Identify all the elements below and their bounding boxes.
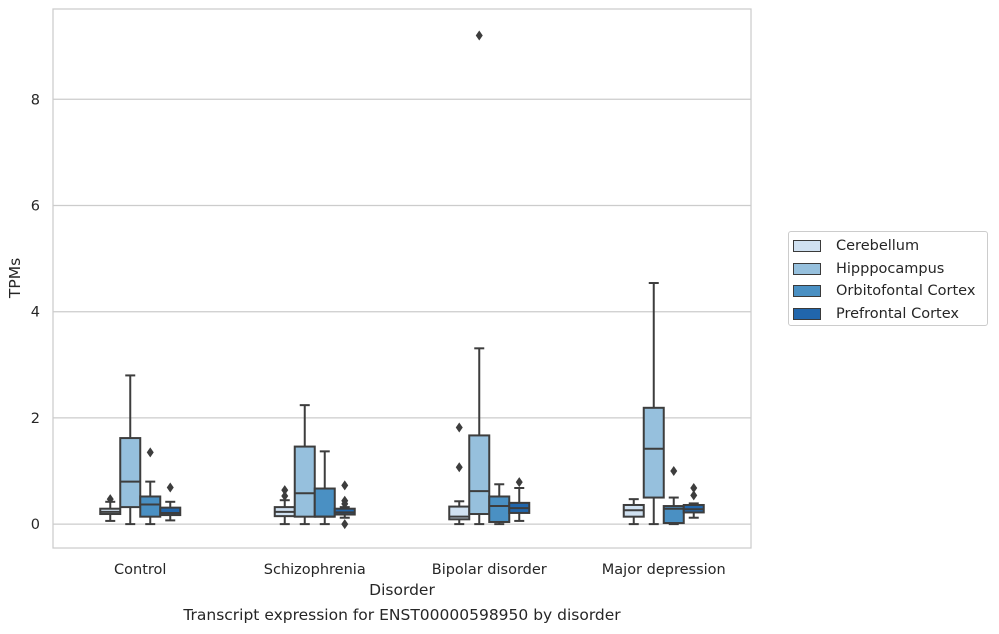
- legend-label-prefrontal: Prefrontal Cortex: [836, 305, 959, 322]
- y-tick-label: 6: [31, 198, 40, 214]
- box-body: [139, 495, 162, 518]
- outlier-point: [341, 519, 349, 530]
- box-body: [662, 505, 685, 525]
- legend-label-orbitofrontal: Orbitofontal Cortex: [836, 283, 976, 300]
- box-2-3: [508, 477, 531, 522]
- chart-caption: Transcript expression for ENST0000059895…: [183, 606, 621, 624]
- outlier-point: [341, 480, 349, 491]
- box-body: [119, 437, 142, 509]
- box-1-0: [273, 485, 296, 526]
- outlier-point: [455, 422, 463, 433]
- outlier-point: [690, 490, 698, 501]
- outlier-point: [341, 495, 349, 506]
- y-tick-label: 2: [31, 411, 40, 427]
- box-0-2: [139, 447, 162, 526]
- box-1-2: [313, 450, 336, 526]
- outlier-point: [146, 447, 154, 458]
- legend-swatch-prefrontal: [793, 307, 821, 320]
- legend-item-prefrontal: Prefrontal Cortex: [793, 303, 987, 326]
- x-tick-labels: Control Schizophrenia Bipolar disorder Majo…: [114, 562, 726, 578]
- x-tick-label: Control: [114, 562, 166, 578]
- outlier-point: [106, 494, 114, 505]
- legend-item-orbitofrontal: Orbitofontal Cortex: [793, 280, 987, 303]
- box-series: [99, 30, 705, 530]
- outlier-point: [690, 482, 698, 493]
- x-axis-label: Disorder: [369, 581, 435, 599]
- legend: Cerebellum Hipppocampus Orbitofontal Cor…: [788, 231, 988, 326]
- outlier-point: [670, 466, 678, 476]
- box-3-2: [662, 466, 685, 526]
- legend-label-hippocampus: Hipppocampus: [836, 260, 945, 277]
- box-2-1: [468, 30, 491, 526]
- box-body: [313, 487, 336, 518]
- legend-item-hippocampus: Hipppocampus: [793, 258, 987, 281]
- box-body: [488, 495, 511, 523]
- box-body: [293, 445, 316, 518]
- x-tick-label: Schizophrenia: [264, 562, 366, 578]
- box-body: [468, 434, 491, 516]
- box-3-3: [682, 482, 705, 519]
- box-3-1: [642, 282, 665, 526]
- box-0-1: [119, 374, 142, 526]
- box-body: [642, 406, 665, 499]
- box-body: [159, 506, 182, 517]
- outlier-point: [515, 477, 523, 488]
- outlier-point: [475, 30, 483, 41]
- x-tick-label: Major depression: [602, 562, 726, 578]
- legend-label-cerebellum: Cerebellum: [836, 238, 920, 255]
- box-0-3: [159, 482, 182, 522]
- legend-swatch-hippocampus: [793, 262, 821, 275]
- outlier-point: [281, 490, 289, 501]
- box-3-0: [622, 498, 645, 526]
- outlier-point: [281, 485, 289, 496]
- y-axis-label: TPMs: [6, 258, 24, 299]
- legend-swatch-cerebellum: [793, 240, 821, 253]
- y-tick-label: 4: [31, 305, 40, 321]
- plot-frame: [52, 8, 752, 549]
- box-2-2: [488, 483, 511, 526]
- y-tick-labels: 0 2 4 6 8: [31, 92, 40, 533]
- y-tick-label: 0: [31, 517, 40, 533]
- box-2-0: [448, 422, 471, 526]
- outlier-point: [455, 462, 463, 473]
- legend-swatch-orbitofrontal: [793, 285, 821, 298]
- y-tick-label: 8: [31, 92, 40, 108]
- box-0-0: [99, 494, 122, 522]
- x-tick-label: Bipolar disorder: [432, 562, 547, 578]
- outlier-point: [166, 482, 174, 493]
- box-1-1: [293, 404, 316, 526]
- legend-item-cerebellum: Cerebellum: [793, 235, 987, 258]
- box-1-3: [333, 480, 356, 530]
